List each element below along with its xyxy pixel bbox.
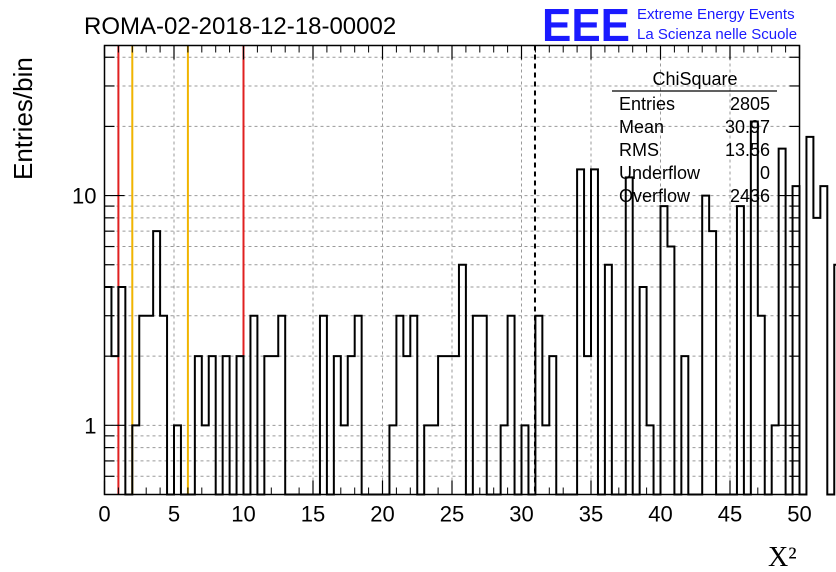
x-tick-label: 30 — [509, 502, 533, 527]
stats-rms-label: RMS — [619, 140, 659, 160]
stats-entries-value: 2805 — [730, 94, 770, 114]
x-tick-label: 50 — [787, 502, 811, 527]
stats-mean-value: 30.97 — [725, 117, 770, 137]
stats-overflow-value: 2436 — [730, 186, 770, 206]
x-tick-label: 15 — [301, 502, 325, 527]
reference-lines — [117, 45, 536, 495]
stats-box: ChiSquare Entries 2805 Mean 30.97 RMS 13… — [612, 69, 777, 206]
stats-entries-label: Entries — [619, 94, 675, 114]
y-tick-label: 1 — [84, 413, 96, 438]
y-axis-label: Entries/bin — [8, 57, 38, 180]
x-tick-label: 20 — [370, 502, 394, 527]
stats-title: ChiSquare — [652, 69, 737, 89]
stats-mean-label: Mean — [619, 117, 664, 137]
logo-line2: La Scienza nelle Scuole — [637, 26, 797, 43]
stats-underflow-value: 0 — [760, 163, 770, 183]
x-tick-label: 25 — [440, 502, 464, 527]
x-tick-label: 5 — [168, 502, 180, 527]
x-tick-label: 45 — [718, 502, 742, 527]
axes: 0 5 10 15 20 25 30 35 40 45 50 1 10 — [72, 45, 812, 527]
x-tick-label: 35 — [579, 502, 603, 527]
stats-overflow-label: Overflow — [619, 186, 691, 206]
stats-rms-value: 13.56 — [725, 140, 770, 160]
stats-underflow-label: Underflow — [619, 163, 701, 183]
logo-mark: EEE — [542, 0, 630, 51]
eee-logo: EEE Extreme Energy Events La Scienza nel… — [542, 0, 797, 51]
logo-line1: Extreme Energy Events — [637, 6, 795, 23]
y-tick-label: 10 — [72, 184, 96, 209]
x-axis-label: X² — [768, 542, 797, 572]
x-tick-label: 40 — [648, 502, 672, 527]
x-tick-label: 0 — [98, 502, 110, 527]
chart-title: ROMA-02-2018-12-18-00002 — [84, 13, 396, 40]
x-tick-label: 10 — [231, 502, 255, 527]
